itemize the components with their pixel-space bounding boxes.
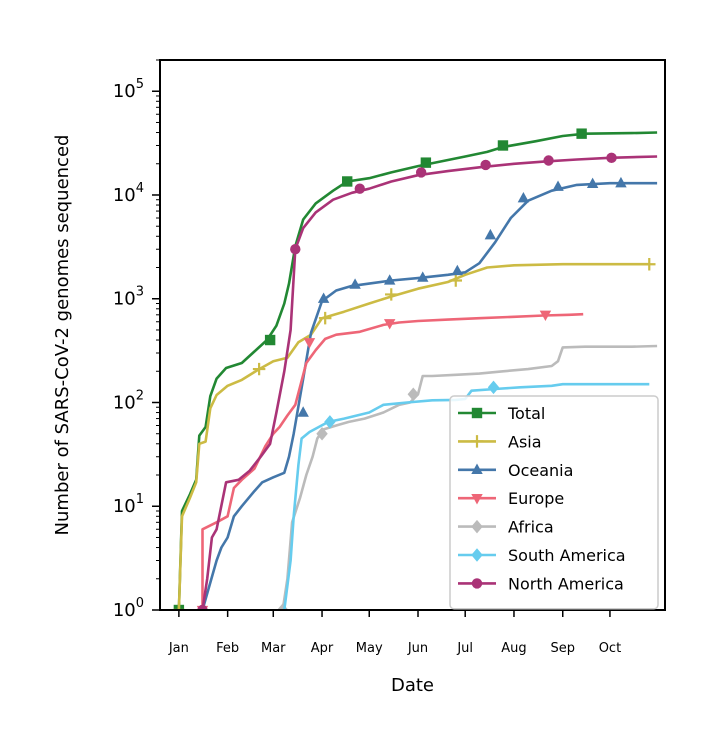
series-marker-oceania bbox=[451, 264, 464, 276]
y-tick-label: 101 bbox=[113, 492, 144, 517]
y-tick-label: 105 bbox=[113, 77, 144, 102]
legend-label: Asia bbox=[508, 432, 542, 451]
series-south-america bbox=[283, 380, 650, 610]
legend-label: North America bbox=[508, 574, 624, 593]
series-marker-asia bbox=[172, 603, 186, 610]
x-tick-label: Jul bbox=[456, 641, 473, 656]
legend-label: Oceania bbox=[508, 461, 573, 480]
x-tick-label: Aug bbox=[501, 641, 526, 656]
legend-item-total: Total bbox=[458, 404, 545, 423]
series-marker-oceania bbox=[417, 271, 429, 282]
legend-label: Europe bbox=[508, 489, 564, 508]
series-line-asia bbox=[177, 262, 650, 610]
series-line-europe bbox=[201, 312, 584, 610]
y-tick-label: 103 bbox=[113, 285, 144, 310]
legend-marker bbox=[471, 494, 483, 505]
series-marker-asia bbox=[252, 362, 266, 376]
y-axis-label: Number of SARS-CoV-2 genomes sequenced bbox=[52, 135, 73, 536]
series-marker-north-america bbox=[197, 604, 208, 610]
x-tick-label: Oct bbox=[599, 641, 621, 656]
series-marker-asia bbox=[643, 258, 656, 271]
legend-box bbox=[449, 395, 659, 610]
series-marker-north-america bbox=[354, 183, 365, 194]
series-marker-south-america bbox=[324, 415, 336, 429]
legend-marker bbox=[471, 407, 483, 419]
legend-item-north-america: North America bbox=[458, 574, 624, 593]
series-oceania bbox=[199, 176, 658, 610]
x-tick-label: Apr bbox=[311, 641, 334, 656]
series-marker-oceania bbox=[317, 292, 330, 303]
series-marker-asia bbox=[318, 311, 332, 325]
series-marker-oceania bbox=[517, 192, 530, 203]
x-tick-label: Mar bbox=[261, 641, 286, 656]
x-tick-label: Feb bbox=[216, 641, 239, 656]
series-marker-total bbox=[342, 176, 353, 187]
legend-marker bbox=[471, 519, 483, 534]
legend-label: Africa bbox=[508, 518, 554, 537]
legend-marker bbox=[471, 548, 483, 562]
x-tick-label: Jan bbox=[168, 641, 189, 656]
series-marker-south-america bbox=[487, 380, 500, 395]
legend-item-africa: Africa bbox=[458, 518, 554, 537]
legend-marker bbox=[470, 435, 484, 448]
series-marker-north-america bbox=[415, 167, 427, 178]
series-marker-oceania bbox=[383, 274, 396, 285]
plot-frame bbox=[159, 59, 666, 611]
series-marker-north-america bbox=[543, 155, 554, 166]
x-tick-label: Jun bbox=[407, 641, 428, 656]
series-marker-north-america bbox=[606, 152, 617, 164]
x-axis-label: Date bbox=[391, 675, 434, 696]
series-line-oceania bbox=[201, 181, 658, 610]
series-marker-total bbox=[576, 128, 587, 139]
legend-label: South America bbox=[508, 546, 626, 565]
series-asia bbox=[172, 258, 656, 610]
series-marker-africa bbox=[407, 387, 420, 402]
y-tick-label: 102 bbox=[113, 388, 144, 413]
series-marker-oceania bbox=[586, 177, 599, 189]
series-line-north-america bbox=[201, 155, 658, 610]
legend-item-south-america: South America bbox=[458, 546, 626, 565]
legend-marker bbox=[471, 578, 483, 589]
series-marker-europe bbox=[539, 310, 552, 322]
plot-area bbox=[172, 128, 658, 610]
series-marker-oceania bbox=[297, 406, 309, 417]
series-marker-oceania bbox=[615, 176, 627, 188]
legend-item-oceania: Oceania bbox=[458, 461, 573, 480]
series-marker-total bbox=[420, 157, 432, 168]
series-marker-total bbox=[264, 334, 276, 346]
series-north-america bbox=[197, 152, 658, 610]
series-marker-asia bbox=[385, 288, 398, 301]
series-marker-oceania bbox=[484, 228, 497, 240]
series-marker-oceania bbox=[349, 278, 361, 289]
series-layer bbox=[172, 128, 658, 610]
x-tick-label: Sep bbox=[550, 641, 575, 656]
series-marker-europe bbox=[303, 338, 316, 349]
legend: Total Asia Oceania Europe Africa South Americ… bbox=[449, 395, 659, 610]
ticks-layer: Jan Feb Mar Apr May Jun Jul Aug Sep Oct 100 101 102 1… bbox=[113, 59, 621, 656]
y-tick-label: 100 bbox=[113, 596, 144, 621]
series-marker-africa bbox=[316, 426, 328, 441]
x-tick-label: May bbox=[356, 641, 383, 656]
series-marker-north-america bbox=[480, 159, 491, 171]
series-marker-total bbox=[497, 140, 509, 151]
series-marker-europe bbox=[383, 319, 396, 330]
series-marker-asia bbox=[449, 274, 463, 287]
series-marker-oceania bbox=[552, 180, 564, 191]
legend-item-asia: Asia bbox=[458, 432, 542, 451]
series-line-south-america bbox=[283, 382, 650, 610]
y-tick-label: 104 bbox=[113, 181, 144, 206]
legend-marker bbox=[471, 463, 483, 474]
series-marker-north-america bbox=[290, 244, 301, 255]
legend-item-europe: Europe bbox=[458, 489, 564, 508]
legend-label: Total bbox=[507, 404, 545, 423]
